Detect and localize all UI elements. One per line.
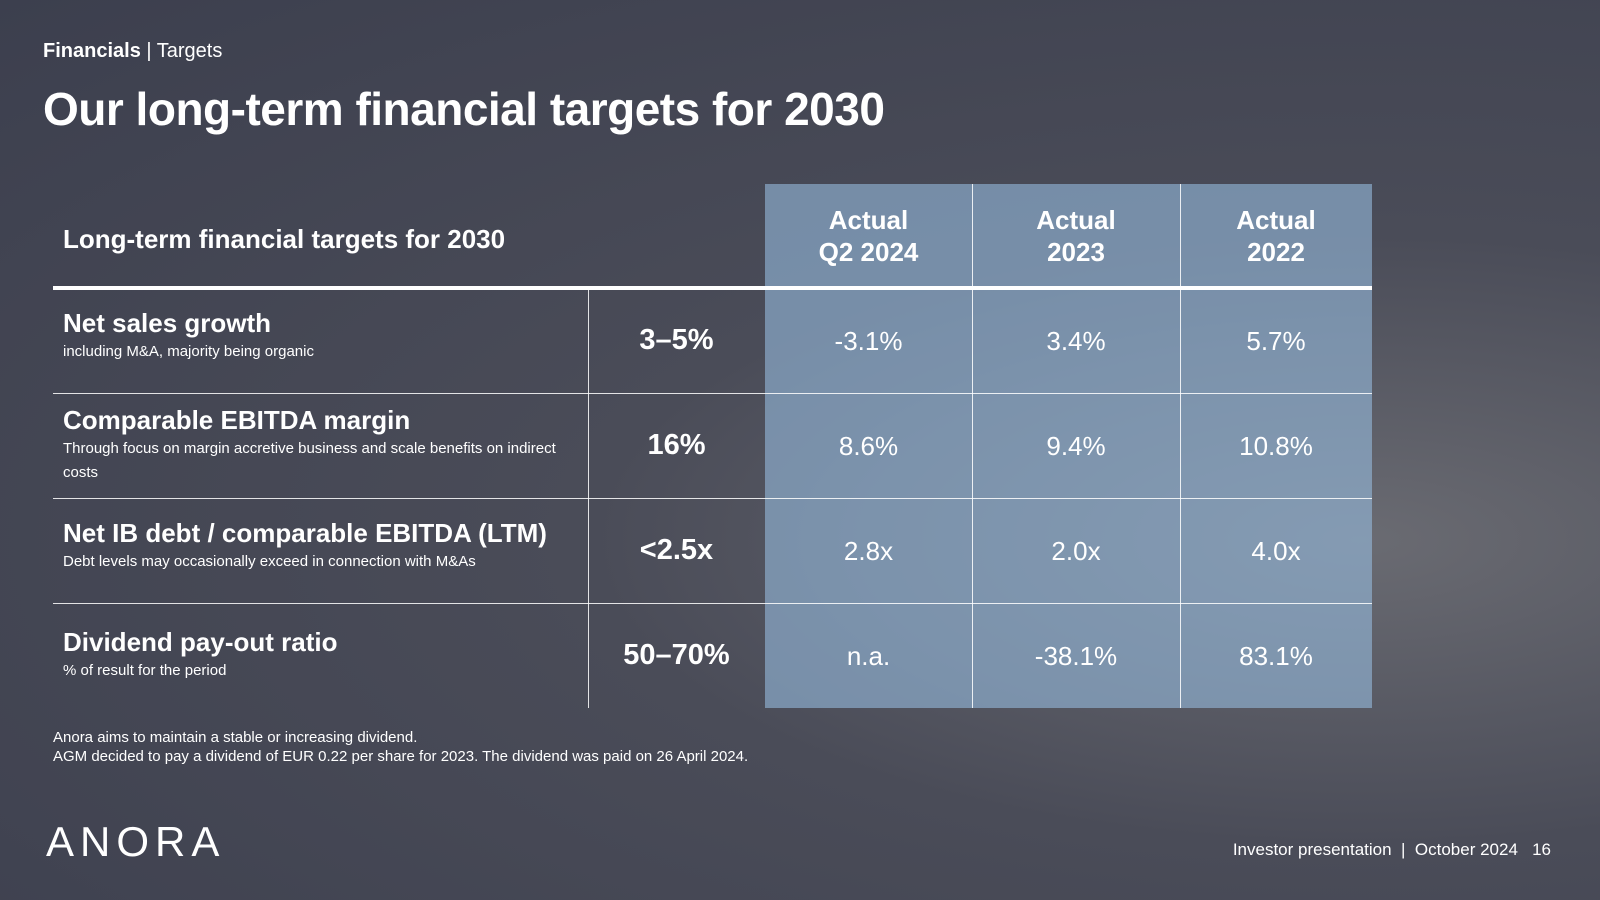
actual-value: 3.4% [1046, 325, 1106, 356]
actuals-panel [765, 184, 1372, 708]
footer-date: October 2024 [1414, 840, 1518, 859]
section: Financials [43, 40, 141, 62]
title: Our long-term financial targets for 2030 [43, 83, 885, 135]
table-header-label: Long-term financial targets for 2030 [63, 224, 506, 254]
page-number: 16 [1532, 840, 1551, 859]
row-name: Net IB debt / comparable EBITDA (LTM) [63, 518, 547, 548]
footnote: Anora aims to maintain a stable or incre… [53, 729, 418, 746]
row-description: Through focus on margin accretive busine… [63, 440, 556, 481]
column-header: 2022 [1247, 237, 1305, 267]
logo: ANORA [46, 818, 226, 865]
divider [972, 184, 973, 708]
row-description: % of result for the period [63, 662, 227, 679]
column-header: Actual [828, 205, 909, 235]
footer: Investor presentation | October 2024 16 [1232, 840, 1551, 859]
actual-value: 8.6% [838, 430, 899, 461]
actual-value: 2.0x [1051, 535, 1101, 566]
row-name: Net sales growth [63, 308, 272, 338]
divider [1180, 184, 1181, 708]
column-header: Q2 2024 [818, 237, 919, 267]
actual-value: -3.1% [834, 325, 903, 356]
actual-value: n.a. [846, 640, 891, 671]
footnote: AGM decided to pay a dividend of EUR 0.2… [53, 748, 749, 765]
breadcrumb: Financials | Targets [43, 40, 223, 62]
subsection: Targets [156, 40, 223, 62]
header-rule [53, 286, 1372, 290]
column-header: Actual [1236, 205, 1316, 235]
actual-value: 4.0x [1251, 535, 1301, 566]
footnotes: Anora aims to maintain a stable or incre… [53, 728, 748, 766]
row-name: Comparable EBITDA margin [63, 405, 411, 435]
row-rule [53, 393, 1372, 394]
target: <2.5x [639, 533, 714, 566]
target: 3–5% [639, 323, 714, 356]
target: 16% [647, 428, 706, 461]
actual-value: 83.1% [1239, 640, 1313, 671]
row-description: Debt levels may occasionally exceed in c… [63, 553, 476, 570]
actual-value: 2.8x [843, 535, 894, 566]
footer-label: Investor presentation [1232, 840, 1392, 859]
row-rule [53, 498, 1372, 499]
actual-value: 10.8% [1239, 430, 1313, 461]
divider [588, 290, 589, 708]
row-rule [53, 603, 1372, 604]
actual-value: 9.4% [1046, 430, 1106, 461]
column-header: Actual [1036, 205, 1116, 235]
row-description: including M&A, majority being organic [63, 343, 314, 360]
actual-value: 5.7% [1246, 325, 1306, 356]
actual-value: -38.1% [1034, 640, 1118, 671]
target: 50–70% [623, 638, 730, 671]
column-header: 2023 [1047, 237, 1105, 267]
row-name: Dividend pay-out ratio [63, 627, 338, 657]
